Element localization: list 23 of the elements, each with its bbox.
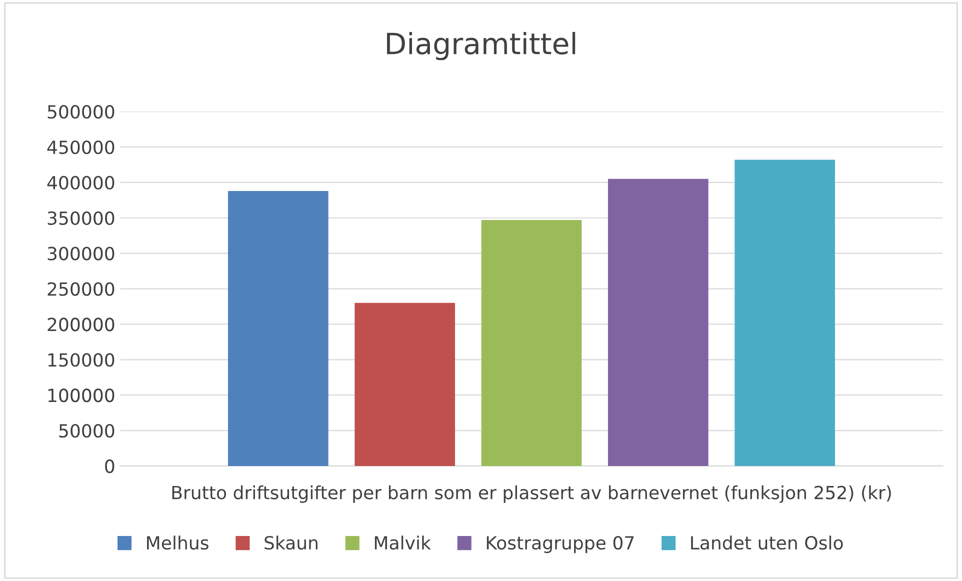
bar [354,302,456,466]
legend-label: Malvik [374,536,431,550]
y-tick-label: 250000 [48,282,114,296]
y-tick-label: 400000 [47,176,114,190]
y-tick-label: 350000 [48,211,114,225]
legend-label: Melhus [147,536,208,550]
y-tick-label: 450000 [47,140,114,154]
bar [228,190,328,466]
y-tick-label: 50000 [59,424,114,438]
bar [734,160,836,466]
y-tick-label: 0 [105,459,114,474]
y-tick-label: 300000 [48,246,114,260]
legend-label: Kostragruppe 07 [486,536,634,554]
legend-label: Landet uten Oslo [691,536,843,550]
bar [608,178,708,466]
x-tick-label: Brutto driftsutgifter per barn som er plassert av barnevernet (funksjon 252) (kr) [172,485,891,503]
y-tick-label: 500000 [48,105,114,119]
y-tick-label: 150000 [48,353,114,367]
chart-title: Diagramtittel [387,32,576,60]
legend-label: Skaun [264,536,318,550]
y-tick-label: 100000 [48,388,114,402]
bar [481,220,582,466]
y-tick-label: 200000 [48,318,114,332]
